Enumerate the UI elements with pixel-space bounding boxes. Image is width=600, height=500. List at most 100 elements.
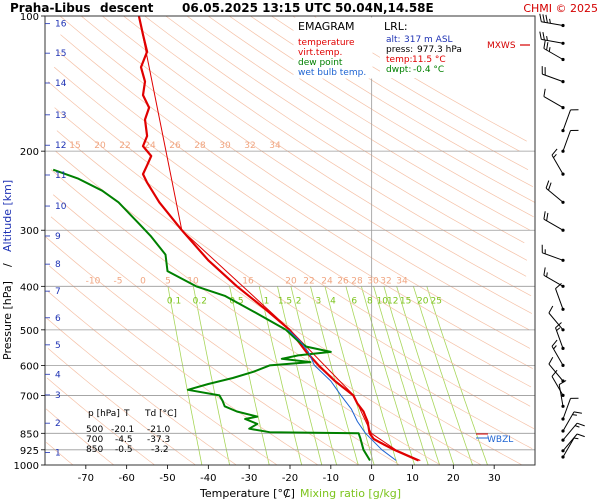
table-cell-850-t: -0.5 — [115, 445, 133, 455]
x-tick-label-9: 20 — [447, 473, 460, 484]
lrl-alt: 317 m ASL — [404, 35, 453, 45]
series-wet-bulb-temp- — [287, 329, 397, 461]
altitude-tick-label-11: 11 — [55, 171, 66, 181]
wind-barb-flag-8-1 — [553, 345, 557, 350]
y-axis-ticks: 100 200 300 400 500 600 700 850 925 1000 — [14, 12, 45, 472]
dry-adiabat-370 — [60, 34, 531, 349]
dry-adiabat-260 — [48, 265, 319, 466]
dry-adiabat-label-upper-4: 26 — [169, 141, 181, 151]
dry-adiabat-label-upper-5: 28 — [194, 141, 206, 151]
altitude-tick-label-14: 14 — [55, 79, 67, 89]
wind-barb-flag-21-1 — [546, 42, 549, 51]
wind-barb-flag-22-2 — [546, 36, 548, 41]
table-header-td: Td [°C] — [144, 409, 177, 419]
wind-barb-flag-23-0 — [539, 13, 542, 22]
wind-barb-flag-0-0 — [573, 437, 579, 440]
wind-barb-staff-12 — [543, 274, 564, 287]
altitude-tick-label-12: 12 — [55, 141, 66, 151]
wind-barb-flag-23-2 — [545, 14, 548, 23]
x-tick-label-0: -70 — [78, 473, 94, 484]
x-tick-label-7: 0 — [369, 473, 375, 484]
wind-barb-staff-14 — [543, 218, 564, 231]
dry-adiabat-label-lower-12: 32 — [380, 276, 391, 286]
table-header-t: T — [123, 409, 130, 419]
legend-title: EMAGRAM — [298, 20, 355, 33]
x-axis-title-sep: / — [285, 487, 289, 500]
legend-item-dew-point: dew point — [298, 58, 343, 68]
altitude-tick-label-5: 5 — [55, 341, 61, 351]
mixing-ratio-label-5: 2 — [296, 296, 302, 306]
wind-barb-staff-20 — [542, 73, 564, 83]
table-cell-850-p: 850 — [86, 445, 103, 455]
profile-series — [52, 15, 421, 462]
dry-adiabat-450 — [207, 15, 534, 218]
mixing-ratio-label-1: 0.2 — [193, 296, 207, 306]
mixing-ratio-label-4: 1.5 — [278, 296, 292, 306]
wbzl-label: WBZL — [487, 435, 513, 445]
table-cell-500-t: -20.1 — [111, 425, 134, 435]
wind-barb-flag-7-0 — [548, 356, 554, 365]
wind-barb-flag-16-1 — [553, 153, 557, 159]
mixing-ratio-label-13: 20 — [417, 296, 429, 306]
dry-adiabat-label-upper-6: 30 — [219, 141, 231, 151]
legend-item-temperature: temperature — [298, 38, 355, 48]
wind-barb-flag-16-0 — [551, 148, 558, 156]
wind-barb-staff-4 — [562, 398, 571, 420]
dry-adiabat-270 — [45, 236, 359, 466]
x-tick-label-8: 10 — [406, 473, 419, 484]
wind-barb-flag-10-0 — [548, 305, 554, 314]
legend-item-virt-temp: virt.temp. — [298, 48, 342, 58]
table-cell-500-p: 500 — [86, 425, 103, 435]
wind-barb-staff-10 — [548, 312, 564, 331]
dry-adiabat-label-lower-5: 16 — [242, 276, 254, 286]
wind-barb-flag-8-0 — [551, 339, 558, 347]
dry-adiabat-label-lower-9: 26 — [337, 276, 349, 286]
wind-barb-flag-14-1 — [546, 212, 549, 221]
wind-barb-staff-1 — [562, 433, 578, 452]
lrl-press: 977.3 hPa — [417, 45, 462, 55]
dry-adiabat-label-lower-0: -10 — [86, 276, 101, 286]
mixing-ratio-label-11: 12 — [387, 296, 398, 306]
mxws-label: MXWS — [487, 41, 516, 51]
mixing-ratio-label-3: 1 — [264, 296, 270, 306]
wind-barb-staff-21 — [543, 48, 564, 60]
wind-barb-staff-0 — [562, 437, 575, 458]
dry-adiabat-250 — [47, 290, 278, 466]
x-tick-label-2: -50 — [159, 473, 175, 484]
wind-barb-staff-17 — [562, 130, 571, 152]
y-axis-title-sep: / — [1, 263, 14, 267]
wbzl-marker: WBZL — [476, 433, 513, 445]
table-cell-700-t: -4.5 — [115, 435, 133, 445]
dry-adiabat-240 — [45, 317, 237, 466]
wind-barb-flag-2-0 — [576, 422, 585, 427]
mixing-ratio-label-8: 6 — [351, 296, 357, 306]
dry-adiabat-290 — [52, 194, 441, 466]
lrl-dwpt-label: dwpt: — [386, 65, 411, 75]
wind-barb-flag-22-1 — [542, 32, 545, 41]
wind-barb-staff-9 — [555, 327, 564, 349]
dry-adiabat-400 — [102, 15, 532, 297]
table-cell-700-p: 700 — [86, 435, 103, 445]
wind-barb-staff-7 — [548, 363, 564, 382]
dry-adiabat-300 — [50, 169, 482, 466]
y-tick-label-925: 925 — [20, 446, 39, 457]
wind-barb-flag-11-0 — [555, 283, 562, 289]
lrl-title: LRL: — [384, 20, 408, 33]
wind-barb-staff-16 — [551, 154, 564, 175]
wind-barb-staff-6 — [551, 376, 564, 396]
wind-barb-flag-15-1 — [548, 182, 552, 191]
table-cell-500-td: -21.0 — [147, 425, 171, 435]
dry-adiabat-label-upper-1: 20 — [94, 141, 106, 151]
series-dew-point — [52, 168, 371, 462]
lrl-alt-label: alt: — [386, 35, 401, 45]
wind-barb-flag-6-0 — [551, 369, 558, 377]
mixing-ratio-label-6: 3 — [316, 296, 322, 306]
wind-barb-staff-15 — [545, 187, 564, 203]
wind-barb-flag-23-1 — [542, 14, 545, 23]
table-header-p: p [hPa] — [88, 409, 120, 419]
dry-adiabat-label-lower-6: 20 — [285, 276, 297, 286]
